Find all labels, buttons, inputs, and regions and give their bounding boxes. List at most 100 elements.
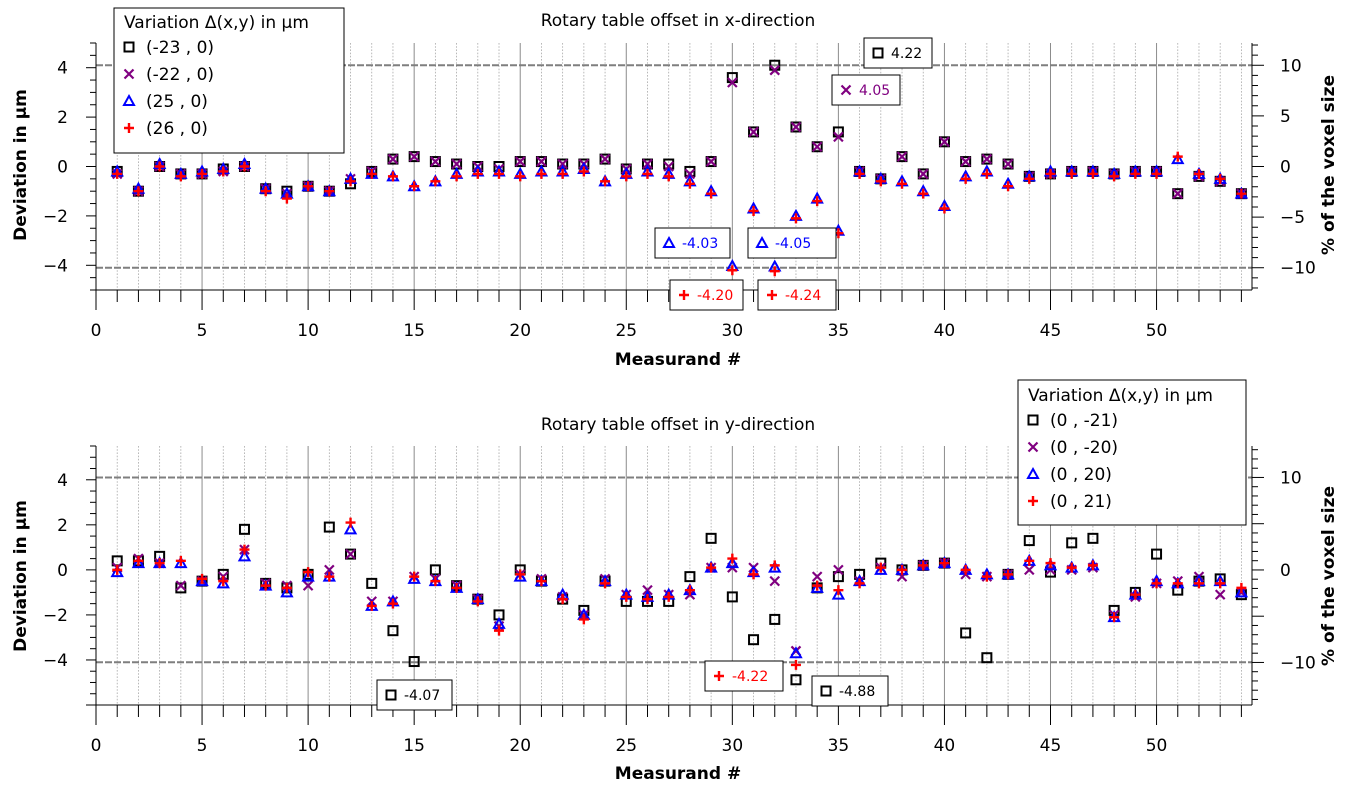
data-point	[812, 580, 823, 591]
data-point	[1130, 589, 1141, 600]
data-point	[748, 634, 760, 646]
data-point	[218, 576, 229, 587]
data-point	[600, 578, 611, 589]
y-right-tick-label: −10	[1280, 259, 1316, 279]
data-point	[896, 151, 908, 162]
y-right-tick-label: 0	[1280, 158, 1291, 178]
x-tick-label: 25	[615, 736, 637, 756]
data-point	[1151, 578, 1162, 589]
data-point	[960, 564, 971, 575]
y-tick-label: 0	[57, 561, 68, 581]
x-tick-label: 25	[615, 321, 637, 341]
annotation: -4.05	[747, 227, 837, 259]
data-point	[642, 594, 653, 605]
data-point	[514, 156, 526, 168]
data-point	[1024, 564, 1035, 576]
data-point	[727, 553, 738, 564]
y-tick-label: −2	[43, 207, 68, 227]
data-point	[706, 188, 717, 199]
annotation: -4.24	[757, 279, 837, 311]
data-point	[833, 131, 844, 143]
data-point	[1214, 589, 1226, 600]
data-point	[875, 176, 886, 187]
legend: Variation Δ(x,y) in µm (-23 , 0) (-22 , 0…	[113, 7, 345, 154]
data-point	[281, 193, 292, 204]
data-point	[981, 153, 993, 165]
data-point	[154, 558, 165, 569]
data-point	[557, 594, 568, 605]
data-point	[175, 582, 187, 594]
data-point	[769, 575, 781, 587]
data-point	[175, 171, 186, 182]
y-tick-label: −2	[43, 606, 68, 626]
data-point	[366, 600, 377, 611]
data-point	[451, 158, 462, 170]
data-point	[260, 580, 271, 591]
chart-y-direction: Rotary table offset in y-direction 420−2…	[11, 379, 1339, 784]
data-point	[960, 173, 971, 184]
data-point	[1171, 152, 1185, 165]
data-point	[641, 158, 653, 170]
data-point	[811, 141, 823, 153]
data-point	[1002, 158, 1014, 170]
data-point	[939, 558, 950, 569]
data-point	[197, 168, 208, 179]
annotation-label: -4.24	[785, 288, 821, 304]
annotation-label: -4.03	[682, 236, 718, 252]
y-right-tick-label: 10	[1280, 56, 1302, 76]
x-tick-label: 20	[509, 321, 531, 341]
x-tick-label: 30	[722, 736, 744, 756]
data-point	[854, 168, 865, 179]
data-point	[303, 181, 314, 192]
chart-x-direction: Rotary table offset in x-direction 420−2…	[11, 7, 1339, 370]
data-point	[960, 627, 972, 639]
data-point	[939, 136, 950, 148]
x-tick-label: 35	[828, 321, 850, 341]
data-point	[387, 625, 399, 637]
data-point	[1151, 548, 1163, 560]
data-point	[387, 598, 398, 609]
data-point	[472, 596, 483, 607]
data-point	[1087, 560, 1098, 571]
data-point	[112, 168, 123, 179]
data-point	[790, 121, 802, 133]
x-tick-label: 50	[1146, 736, 1168, 756]
data-point	[133, 186, 144, 197]
data-point	[557, 158, 569, 170]
data-point	[705, 156, 717, 168]
data-point	[366, 168, 377, 179]
data-point	[429, 156, 441, 168]
data-point	[174, 556, 188, 569]
data-point	[260, 186, 271, 197]
annotation-label: -4.22	[732, 669, 768, 685]
legend-marker	[1028, 496, 1038, 506]
data-point	[408, 656, 420, 668]
y-right-tick-label: −10	[1280, 653, 1316, 673]
legend-label: (0 , -20)	[1050, 438, 1118, 458]
data-point	[1193, 578, 1204, 589]
data-point	[684, 168, 696, 180]
data-point	[1003, 569, 1014, 580]
y-axis-label: Deviation in µm	[11, 500, 31, 652]
annotation: 4.22	[863, 37, 933, 69]
legend-marker	[1027, 441, 1039, 453]
data-point	[345, 517, 356, 528]
data-point	[1024, 555, 1035, 566]
data-point	[536, 576, 547, 587]
y-axis-right-label: % of the voxel size	[1319, 486, 1339, 666]
data-point	[1066, 168, 1077, 179]
data-point	[1193, 168, 1204, 179]
data-point	[197, 573, 208, 584]
data-point	[621, 591, 632, 602]
data-point	[642, 158, 653, 170]
data-point	[239, 161, 250, 172]
y-axis-right-label: % of the voxel size	[1319, 75, 1339, 255]
annotation: -4.07	[376, 679, 453, 711]
data-point	[472, 168, 483, 179]
data-point	[938, 136, 950, 148]
x-tick-label: 15	[403, 321, 425, 341]
data-point	[981, 153, 993, 165]
x-tick-label: 45	[1040, 736, 1062, 756]
data-point	[790, 674, 802, 686]
